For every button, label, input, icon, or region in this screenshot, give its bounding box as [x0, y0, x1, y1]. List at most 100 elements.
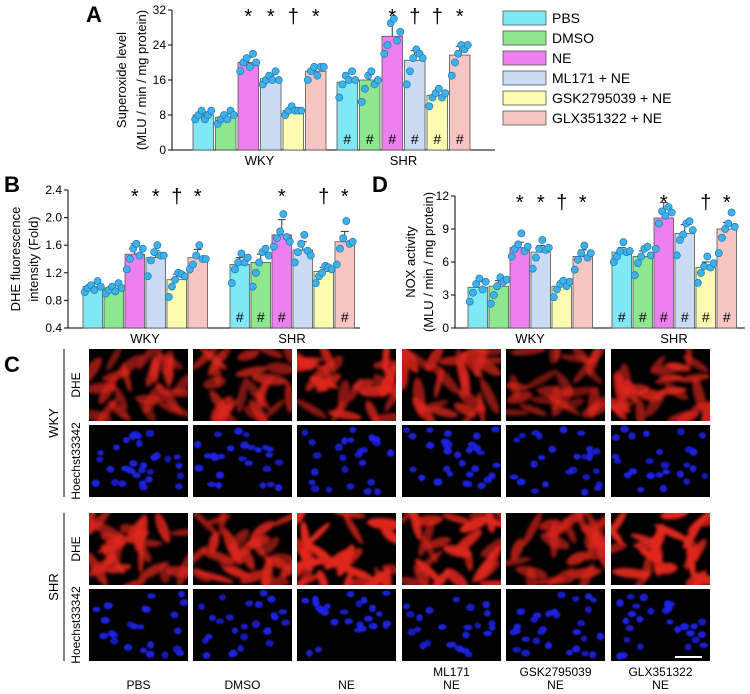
significance-mark: †	[288, 6, 299, 28]
cell-shape	[261, 558, 273, 585]
nucleus	[592, 447, 601, 455]
cell-shape	[685, 349, 693, 370]
nucleus	[530, 460, 538, 468]
nucleus	[346, 483, 355, 490]
data-point	[231, 265, 239, 274]
nucleus	[310, 468, 319, 476]
nucleus	[355, 600, 363, 608]
cell-shape	[137, 349, 158, 371]
cell-shape	[319, 349, 335, 370]
micrograph-background	[402, 425, 501, 497]
cell-shape	[89, 551, 108, 585]
nucleus	[674, 626, 682, 634]
data-point	[637, 252, 646, 261]
column-label: NE	[338, 678, 355, 692]
nucleus	[548, 445, 557, 453]
cell-shape	[297, 399, 327, 419]
significance-mark: *	[278, 186, 286, 208]
cell-shape	[699, 401, 710, 421]
nucleus	[346, 591, 355, 598]
data-point	[703, 252, 712, 261]
micrograph-background	[611, 425, 710, 497]
nucleus	[462, 631, 470, 639]
nucleus	[106, 465, 115, 473]
cell-shape	[108, 400, 131, 421]
cell-shape	[241, 547, 256, 571]
dhe-micrograph	[402, 349, 501, 421]
data-point	[655, 219, 663, 228]
bar	[530, 251, 551, 329]
nucleus	[446, 642, 454, 648]
nucleus	[425, 606, 434, 615]
cell-shape	[170, 528, 188, 537]
cell-shape	[594, 535, 605, 571]
nucleus	[655, 472, 664, 478]
cell-shape	[222, 349, 233, 361]
hash-mark: #	[639, 309, 647, 325]
y-tick-label: 16	[153, 73, 167, 87]
nucleus	[532, 637, 541, 645]
data-point	[574, 255, 582, 264]
group-label: WKY	[515, 331, 545, 346]
nucleus	[409, 466, 417, 473]
cell-shape	[159, 560, 172, 584]
cell-shape	[193, 567, 212, 583]
legend-label: DMSO	[552, 30, 594, 46]
data-point	[709, 259, 718, 267]
data-point	[475, 274, 484, 283]
nucleus	[565, 649, 573, 656]
cell-shape	[333, 513, 366, 519]
panel-letter-c: C	[4, 352, 20, 377]
cell-shape	[581, 401, 605, 418]
chart-dhe-fluorescence: 0.4 0.8 1.2 1.6 2.0 2.4 DHE fluorescence intens…	[8, 183, 360, 346]
cell-shape	[305, 542, 333, 562]
stain-label: DHE	[69, 372, 83, 397]
cell-shape	[637, 388, 663, 402]
nucleus	[360, 596, 368, 605]
nucleus	[194, 464, 204, 472]
nucleus	[330, 618, 339, 626]
data-point	[300, 230, 309, 239]
nucleus	[245, 600, 254, 607]
y-axis-label: DHE fluorescence	[8, 207, 23, 312]
nucleus	[219, 594, 226, 601]
data-point	[252, 58, 261, 67]
data-point	[348, 237, 357, 246]
significance-mark: *	[152, 186, 160, 208]
cell-shape	[89, 409, 113, 421]
data-point	[619, 238, 628, 247]
nucleus	[349, 426, 357, 434]
cell-shape	[348, 377, 363, 402]
cell-shape	[208, 531, 220, 554]
nucleus	[616, 652, 625, 660]
nucleus	[122, 437, 130, 444]
data-point	[380, 49, 389, 58]
cell-shape	[559, 354, 597, 364]
nucleus	[217, 453, 226, 460]
data-point	[338, 80, 347, 89]
nucleus	[312, 599, 320, 607]
hoechst-micrograph	[193, 589, 292, 661]
data-point	[409, 54, 418, 63]
nucleus	[363, 615, 374, 622]
nucleus	[577, 619, 586, 627]
data-point	[672, 251, 681, 260]
nucleus	[637, 486, 645, 493]
nucleus	[274, 459, 284, 466]
nucleus	[625, 625, 634, 632]
hoechst-micrograph	[402, 589, 501, 661]
nucleus	[521, 636, 530, 642]
cell-shape	[402, 352, 409, 391]
nucleus	[551, 608, 558, 616]
data-point	[274, 76, 283, 84]
cell-shape	[684, 538, 707, 570]
nucleus	[270, 611, 278, 619]
bar	[237, 62, 259, 151]
nucleus	[341, 437, 348, 445]
group-label: SHR	[390, 153, 417, 168]
nucleus	[214, 431, 223, 438]
data-point	[132, 239, 141, 248]
data-point	[447, 71, 456, 80]
nucleus	[382, 590, 391, 596]
cell-shape	[479, 580, 501, 585]
